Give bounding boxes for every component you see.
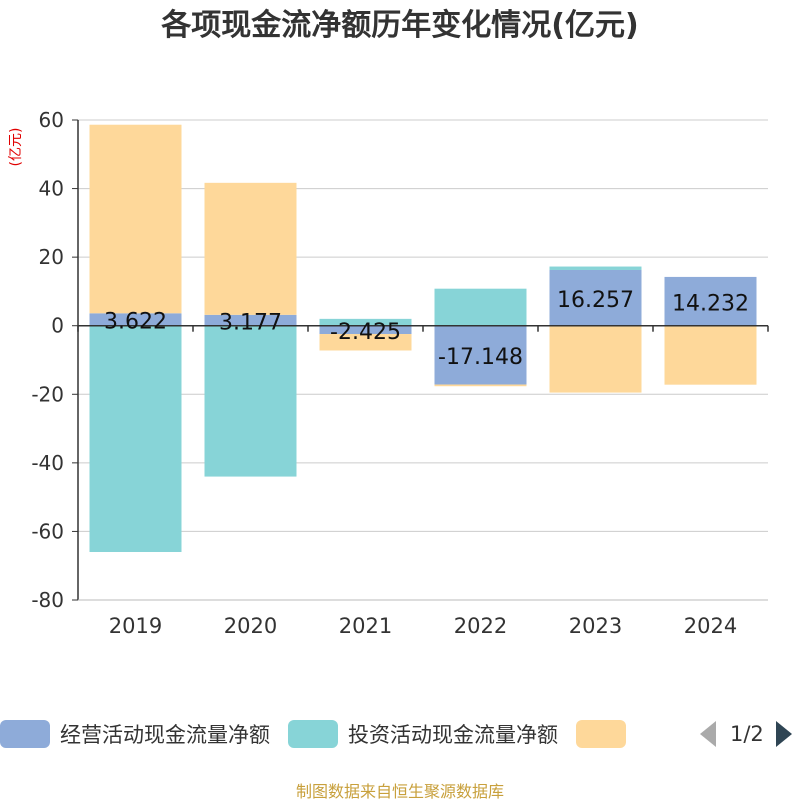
x-tick-label: 2021 <box>339 614 392 638</box>
legend-swatch-financing <box>576 720 626 748</box>
bar-2-2023 <box>549 266 642 270</box>
data-label: 3.177 <box>219 310 282 335</box>
bar-3-2023 <box>549 325 642 393</box>
y-tick-label: 40 <box>39 177 64 201</box>
x-tick-label: 2022 <box>454 614 507 638</box>
legend-label-investing: 投资活动现金流量净额 <box>348 723 558 747</box>
data-label: -2.425 <box>330 320 401 345</box>
legend-item-investing[interactable]: 投资活动现金流量净额 <box>288 719 558 749</box>
x-tick-label: 2023 <box>569 614 622 638</box>
y-axis-unit-label: (亿元) <box>8 128 24 167</box>
bar-2-2022 <box>434 288 527 326</box>
bar-1-2020 <box>204 314 297 326</box>
bar-3-2024 <box>664 325 757 385</box>
bar-2-2021 <box>319 318 412 326</box>
legend-next-page-icon[interactable] <box>775 721 792 747</box>
legend-swatch-operating <box>0 720 50 748</box>
y-tick-label: 60 <box>39 108 64 132</box>
x-tick-label: 2024 <box>684 614 737 638</box>
legend: 经营活动现金流量净额 投资活动现金流量净额 1/2 <box>0 716 800 752</box>
data-label: 3.622 <box>104 310 167 335</box>
bar-1-2024 <box>664 276 757 326</box>
y-tick-label: 20 <box>39 245 64 269</box>
legend-pager: 1/2 <box>700 716 792 752</box>
y-tick-label: 0 <box>51 314 64 338</box>
bar-3-2022 <box>434 384 527 387</box>
bar-1-2022 <box>434 325 527 385</box>
y-tick-label: -20 <box>31 382 64 406</box>
bar-chart: 60 40 20 0 -20 -40 -60 -80 (亿元) 2019 2020 2021 2022 2… <box>8 108 769 638</box>
y-tick-label: -40 <box>31 451 64 475</box>
legend-item-operating[interactable]: 经营活动现金流量净额 <box>0 719 270 749</box>
legend-label-operating: 经营活动现金流量净额 <box>60 723 270 747</box>
y-tick-label: -80 <box>31 588 64 612</box>
data-label: 16.257 <box>557 288 634 313</box>
x-tick-label: 2019 <box>109 614 162 638</box>
legend-page-indicator: 1/2 <box>730 722 764 746</box>
bar-3-2019 <box>89 124 182 314</box>
bar-1-2019 <box>89 313 182 326</box>
data-source-note: 制图数据来自恒生聚源数据库 <box>295 782 504 801</box>
legend-item-financing[interactable] <box>576 720 636 748</box>
y-tick-label: -60 <box>31 519 64 543</box>
bar-3-2020 <box>204 182 297 315</box>
data-label: 14.232 <box>672 291 749 316</box>
bar-1-2021 <box>319 325 412 335</box>
bar-2-2020 <box>204 325 297 477</box>
legend-prev-page-icon[interactable] <box>700 721 716 747</box>
bar-2-2019 <box>89 325 182 552</box>
x-tick-label: 2020 <box>224 614 277 638</box>
bar-1-2023 <box>549 269 642 326</box>
chart-title: 各项现金流净额历年变化情况(亿元) <box>161 8 639 43</box>
legend-swatch-investing <box>288 720 338 748</box>
bar-3-2021 <box>319 334 412 351</box>
data-label: -17.148 <box>438 345 523 370</box>
